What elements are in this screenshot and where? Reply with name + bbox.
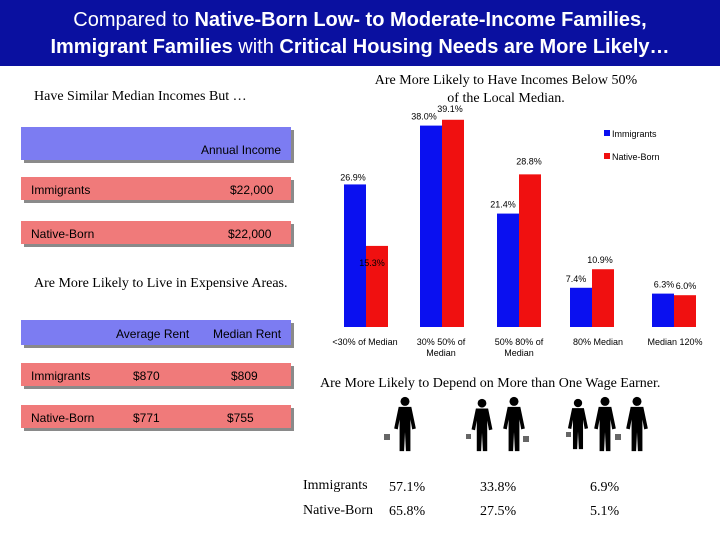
bar-immigrants-4 [652,293,674,327]
rent-average-value: $870 [133,369,160,383]
rent-row-label: Immigrants [31,369,91,383]
data-label: 39.1% [437,104,463,114]
x-tick-label: Median 120% [647,337,702,347]
bar-immigrants-3 [570,287,592,327]
data-label: 38.0% [411,112,437,122]
income-column-label: Annual Income [201,143,282,157]
bar-immigrants-0 [344,184,366,327]
data-label: 7.4% [566,274,587,284]
rent-heading: Are More Likely to Live in Expensive Are… [34,276,288,291]
one-earner-figure-icon [384,396,416,452]
header-text: Compared to [73,9,195,31]
income-row-label: Native-Born [31,227,95,241]
legend-label-immigrants: Immigrants [612,129,657,139]
x-tick-label: Median [426,348,456,358]
bars-layer: 26.9% 38.0% 21.4% 7.4% 6.3% 15.3% 39.1% 28.8% 10… [340,104,697,328]
data-label: 28.8% [516,156,542,166]
chart-heading-line: of the Local Median. [447,91,565,106]
data-label: 21.4% [490,200,516,210]
two-earners-figures-icon [466,396,529,452]
bar-native-born-1 [442,119,464,328]
legend-swatch-immigrants [604,130,610,136]
data-label: 26.9% [340,172,366,182]
data-label: 10.9% [587,255,613,265]
rent-row-label: Native-Born [31,411,95,425]
header-text: with [232,36,280,58]
x-tick-label: <30% of Median [332,337,397,347]
chart-legend: Immigrants Native-Born [604,129,660,162]
rent-row-native-born [21,405,291,428]
wage-value: 33.8% [480,480,517,495]
bar-native-born-4 [674,295,696,327]
chart-heading: Are More Likely to Have Incomes Below 50… [316,72,696,108]
wage-value: 27.5% [480,504,517,519]
x-tick-label: 30% 50% of [417,337,466,347]
x-tick-label: 50% 80% of [495,337,544,347]
header-bold-text: Native-Born Low- to Moderate-Income Fami… [194,9,647,31]
rent-median-value: $755 [227,411,254,425]
wage-value: 5.1% [590,504,620,519]
rent-columns-band [21,320,291,345]
bar-native-born-3 [592,269,614,327]
bar-native-born-2 [519,174,541,327]
bar-immigrants-2 [497,213,519,327]
income-column-band [21,127,291,160]
wage-row-label: Native-Born [303,503,373,518]
data-label: 6.0% [676,281,697,291]
bar-native-born-0 [366,245,388,327]
income-row-label: Immigrants [31,183,91,197]
wage-value: 65.8% [389,504,426,519]
wage-row-label: Immigrants [303,478,368,493]
header-line-1: Compared to Native-Born Low- to Moderate… [0,0,720,34]
data-label: 6.3% [654,280,675,290]
rent-column-label: Average Rent [116,327,190,341]
rent-median-value: $809 [231,369,258,383]
income-row-value: $22,000 [228,227,272,241]
income-row-value: $22,000 [230,183,274,197]
rent-column-label: Median Rent [213,327,282,341]
wage-value: 6.9% [590,480,620,495]
wage-value: 57.1% [389,480,426,495]
three-earners-figures-icon [566,396,648,452]
x-tick-label: Median [504,348,534,358]
income-row-native-born [21,221,291,244]
income-heading: Have Similar Median Incomes But … [34,89,247,104]
x-tick-label: 80% Median [573,337,623,347]
bar-immigrants-1 [420,125,442,327]
chart-heading-line: Are More Likely to Have Incomes Below 50… [374,73,638,88]
slide-header: Compared to Native-Born Low- to Moderate… [0,0,720,66]
header-bold-text: Critical Housing Needs are More Likely… [279,36,670,58]
wage-heading: Are More Likely to Depend on More than O… [320,376,661,391]
rent-row-immigrants [21,363,291,386]
header-line-2: Immigrant Families with Critical Housing… [0,34,720,61]
legend-label-native-born: Native-Born [612,152,660,162]
legend-swatch-native-born [604,153,610,159]
data-label: 15.3% [359,258,385,268]
rent-average-value: $771 [133,411,160,425]
header-bold-text: Immigrant Families [50,36,233,58]
income-row-immigrants [21,177,291,200]
